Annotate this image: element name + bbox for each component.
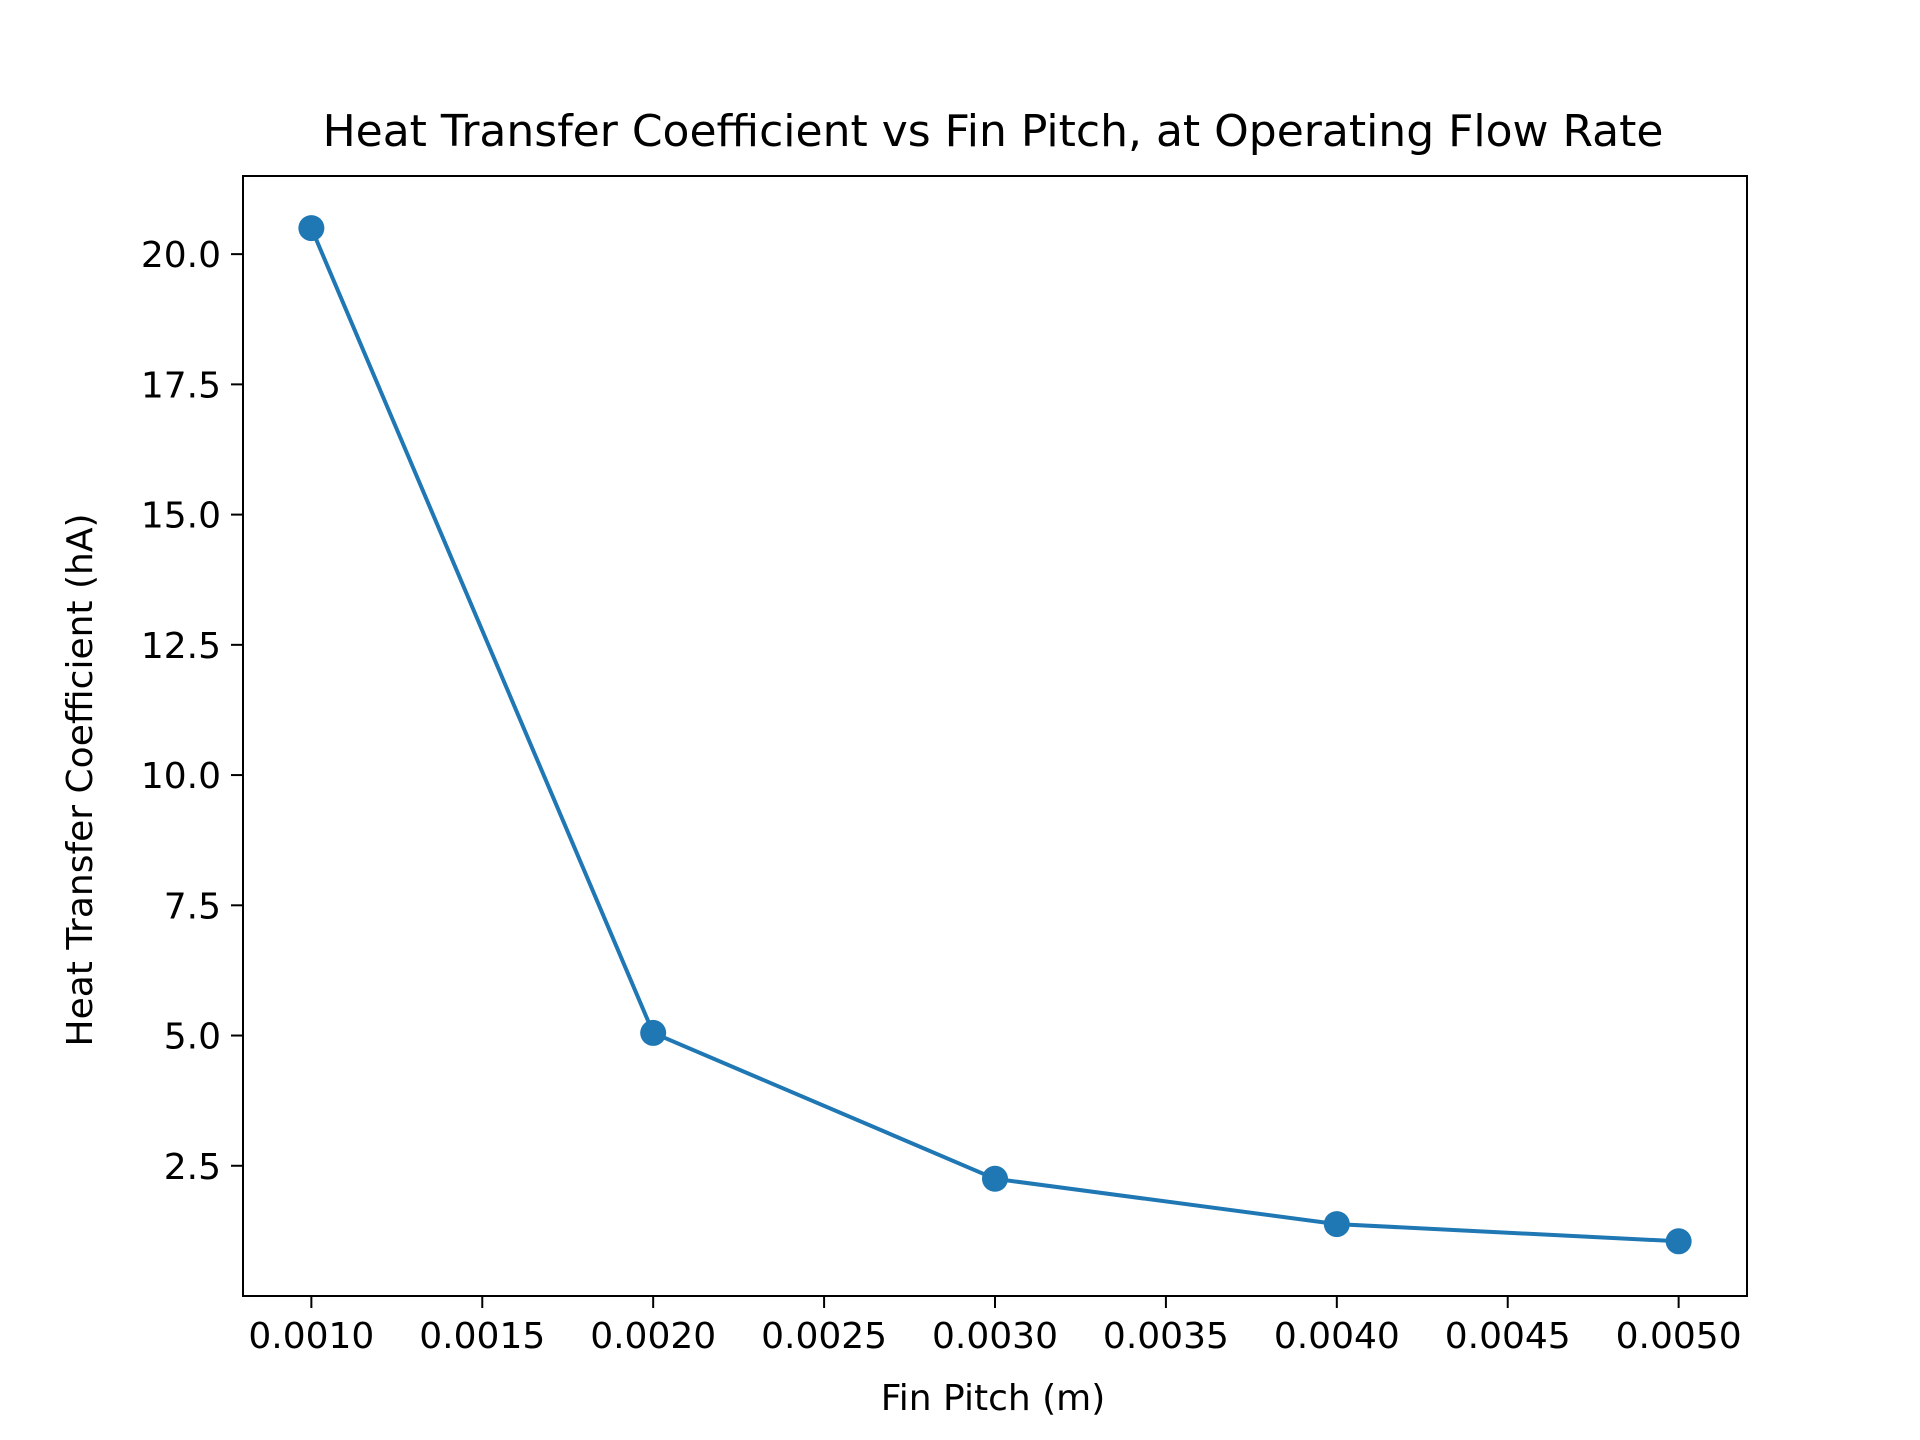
y-axis-label-group: Heat Transfer Coefficient (hA) <box>60 513 101 1046</box>
data-point <box>640 1019 667 1046</box>
data-point <box>1665 1228 1692 1255</box>
plot-series <box>298 215 1692 1255</box>
axis-ticks: 0.0010 0.0015 0.0020 0.0025 0.0030 0.0035 0.00… <box>141 235 1742 1357</box>
x-tick-label: 0.0010 <box>248 1316 374 1357</box>
x-tick-label: 0.0040 <box>1274 1316 1400 1357</box>
y-tick-label: 2.5 <box>164 1147 221 1188</box>
plot-frame <box>242 175 1748 1297</box>
y-tick-label: 20.0 <box>141 235 221 276</box>
data-point <box>1323 1211 1350 1238</box>
x-tick-label: 0.0015 <box>419 1316 545 1357</box>
y-tick-label: 17.5 <box>141 365 221 406</box>
x-tick-label: 0.0020 <box>590 1316 716 1357</box>
x-tick-label: 0.0050 <box>1616 1316 1742 1357</box>
x-tick-label: 0.0030 <box>932 1316 1058 1357</box>
y-tick-label: 7.5 <box>164 886 221 927</box>
y-tick-label: 5.0 <box>164 1017 221 1058</box>
x-tick-label: 0.0035 <box>1103 1316 1229 1357</box>
x-axis-label: Fin Pitch (m) <box>881 1378 1106 1419</box>
y-axis-label: Heat Transfer Coefficient (hA) <box>60 513 101 1046</box>
data-point <box>298 215 325 242</box>
data-point <box>982 1165 1008 1192</box>
y-tick-label: 10.0 <box>141 756 221 797</box>
x-tick-label: 0.0045 <box>1445 1316 1571 1357</box>
chart-title: Heat Transfer Coefficient vs Fin Pitch, … <box>323 106 1664 157</box>
y-tick-label: 15.0 <box>141 496 221 537</box>
y-tick-label: 12.5 <box>141 626 221 667</box>
x-tick-label: 0.0025 <box>761 1316 887 1357</box>
